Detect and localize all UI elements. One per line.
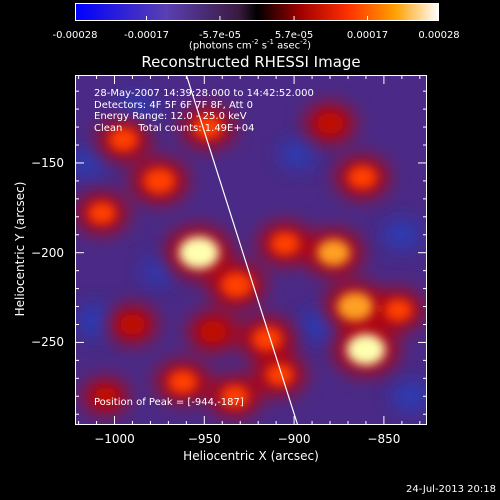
bright-source-core <box>220 272 253 298</box>
bright-source-core <box>346 334 386 366</box>
x-tick-label: −1000 <box>94 432 135 446</box>
peak-position-label: Position of Peak = [-944,-187] <box>94 397 244 408</box>
y-tick-label: −150 <box>31 155 64 170</box>
bright-source-core <box>200 321 227 343</box>
observation-info: 28-May-2007 14:39:28.000 to 14:42:52.000… <box>94 88 314 134</box>
dark-source <box>382 218 421 251</box>
plot-timestamp: 24-Jul-2013 20:18 <box>405 484 496 495</box>
plot-border <box>75 75 427 425</box>
dark-source <box>75 147 107 179</box>
colorbar-tick-label: -0.00017 <box>124 30 169 41</box>
colorbar-tick-label: 0.00028 <box>418 30 460 41</box>
colorbar-tick-label: 0.00017 <box>346 30 389 41</box>
dark-source <box>279 138 317 170</box>
bright-source-core <box>270 232 300 256</box>
bright-source-core <box>168 370 198 394</box>
x-tick-labels: −1000 −950 −900 −850 <box>75 432 427 446</box>
bright-source-core <box>94 387 117 406</box>
heatmap-image <box>75 75 427 425</box>
bright-source-core <box>221 385 249 408</box>
solar-limb-line <box>185 75 299 425</box>
x-tick-label: −900 <box>277 432 311 446</box>
plot-area <box>75 75 427 425</box>
colorbar-tick-label: -0.00028 <box>52 30 98 41</box>
y-axis-label: Heliocentric Y (arcsec) <box>13 181 27 317</box>
dark-source <box>117 93 156 126</box>
bright-source-core <box>337 292 374 321</box>
y-tick-label: −250 <box>31 335 64 350</box>
colorbar: -0.00028 -0.00017 -5.7e-05 5.7e-05 0.00017 0.… <box>53 3 460 41</box>
bright-source-core <box>317 239 351 266</box>
colorbar-tick-label: 5.7e-05 <box>274 30 314 41</box>
colorbar-gradient <box>74 3 440 21</box>
bright-source-core <box>178 236 219 269</box>
y-tick-labels: −150 −200 −250 <box>0 75 70 425</box>
bright-source-core <box>317 112 344 134</box>
bright-source-core <box>143 168 176 194</box>
info-detectors: Detectors: 4F 5F 6F 7F 8F, Att 0 <box>94 99 254 111</box>
info-time-range: 28-May-2007 14:39:28.000 to 14:42:52.000 <box>94 88 314 99</box>
bright-source-core <box>384 299 412 322</box>
bright-source-core <box>120 314 145 335</box>
info-energy-range: Energy Range: 12.0 - 25.0 keV <box>94 111 247 122</box>
bright-source-core <box>347 165 377 189</box>
x-tick-label: −850 <box>367 432 401 446</box>
x-tick-label: −950 <box>187 432 221 446</box>
bright-source-core <box>252 326 283 351</box>
colorbar-units: (photons cm-2 s-1 asec-2) <box>188 38 312 52</box>
y-tick-label: −200 <box>31 245 64 260</box>
bright-source-core <box>88 202 116 225</box>
bright-source-core <box>266 363 294 386</box>
dark-source <box>391 380 427 413</box>
colorbar-tick-label: -5.7e-05 <box>198 30 241 41</box>
dark-source <box>76 304 117 338</box>
info-clean-counts: Clean Total counts: 1.49E+04 <box>94 122 255 134</box>
x-axis-label: Heliocentric X (arcsec) <box>183 449 319 463</box>
chart-title: Reconstructed RHESSI Image <box>141 53 361 71</box>
bright-source-core <box>109 128 138 152</box>
